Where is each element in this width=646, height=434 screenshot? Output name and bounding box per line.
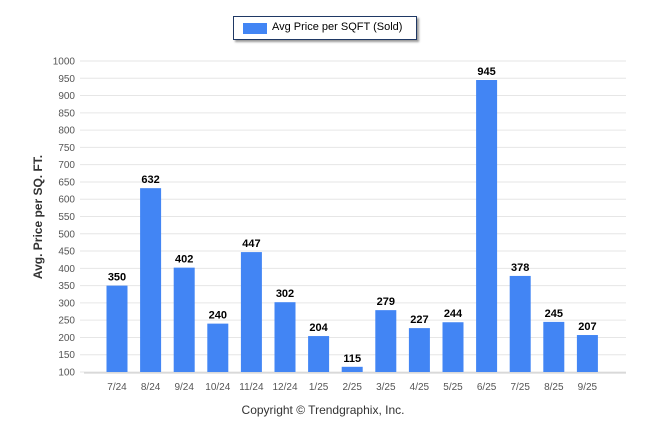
data-label: 302 <box>276 288 294 300</box>
x-tick-label: 9/24 <box>174 382 194 393</box>
x-tick-label: 7/25 <box>510 382 530 393</box>
legend-label: Avg Price per SQFT (Sold) <box>272 21 403 33</box>
x-tick-label: 10/24 <box>205 382 230 393</box>
x-tick-label: 7/24 <box>107 382 127 393</box>
y-tick-label: 850 <box>58 108 75 119</box>
data-label: 350 <box>108 272 126 284</box>
y-tick-label: 1000 <box>53 57 76 68</box>
y-tick-label: 800 <box>58 126 75 137</box>
bar <box>576 335 598 372</box>
y-tick-label: 700 <box>58 160 75 171</box>
y-tick-label: 600 <box>58 195 75 206</box>
data-label: 240 <box>209 310 227 322</box>
data-label: 115 <box>343 353 361 365</box>
bar <box>140 188 162 372</box>
bar <box>274 302 296 372</box>
data-label: 945 <box>477 66 495 78</box>
data-label: 204 <box>309 322 328 334</box>
x-tick-label: 12/24 <box>272 382 297 393</box>
bar <box>408 328 430 372</box>
data-label: 227 <box>410 314 428 326</box>
y-tick-label: 500 <box>58 229 75 240</box>
y-axis-title: Avg. Price per SQ. FT. <box>31 155 45 279</box>
data-label: 447 <box>242 238 260 250</box>
x-tick-label: 5/25 <box>443 382 463 393</box>
y-tick-label: 950 <box>58 74 75 85</box>
bar <box>341 366 363 372</box>
y-tick-label: 200 <box>58 333 75 344</box>
data-label: 378 <box>511 262 529 274</box>
bar <box>476 80 498 372</box>
y-tick-label: 650 <box>58 177 75 188</box>
bar <box>106 285 128 372</box>
x-tick-label: 3/25 <box>376 382 396 393</box>
x-tick-label: 4/25 <box>410 382 430 393</box>
x-tick-label: 8/24 <box>141 382 161 393</box>
y-tick-label: 450 <box>58 247 75 258</box>
data-label: 207 <box>578 321 596 333</box>
y-tick-label: 750 <box>58 143 75 154</box>
data-label: 279 <box>377 296 395 308</box>
bar <box>308 336 330 372</box>
data-label: 632 <box>141 174 159 186</box>
x-tick-label: 9/25 <box>578 382 598 393</box>
x-tick-label: 11/24 <box>239 382 264 393</box>
bar <box>543 321 565 372</box>
y-tick-label: 550 <box>58 212 75 223</box>
data-label: 244 <box>444 308 463 320</box>
data-label: 245 <box>545 308 563 320</box>
y-tick-label: 300 <box>58 298 75 309</box>
legend-swatch <box>243 23 267 34</box>
y-tick-label: 350 <box>58 281 75 292</box>
x-tick-label: 6/25 <box>477 382 497 393</box>
y-tick-label: 900 <box>58 91 75 102</box>
bar <box>173 267 195 372</box>
bar <box>240 252 262 372</box>
legend: Avg Price per SQFT (Sold) <box>233 16 417 40</box>
bar <box>509 275 531 372</box>
x-tick-label: 2/25 <box>342 382 362 393</box>
y-tick-label: 250 <box>58 316 75 327</box>
y-tick-label: 100 <box>58 368 75 379</box>
x-tick-label: 8/25 <box>544 382 564 393</box>
y-tick-label: 150 <box>58 350 75 361</box>
x-tick-label: 1/25 <box>309 382 329 393</box>
copyright: Copyright © Trendgraphix, Inc. <box>241 403 405 417</box>
bar <box>207 323 229 372</box>
bar <box>375 310 397 372</box>
y-tick-label: 400 <box>58 264 75 275</box>
data-label: 402 <box>175 254 193 266</box>
bar <box>442 322 464 372</box>
